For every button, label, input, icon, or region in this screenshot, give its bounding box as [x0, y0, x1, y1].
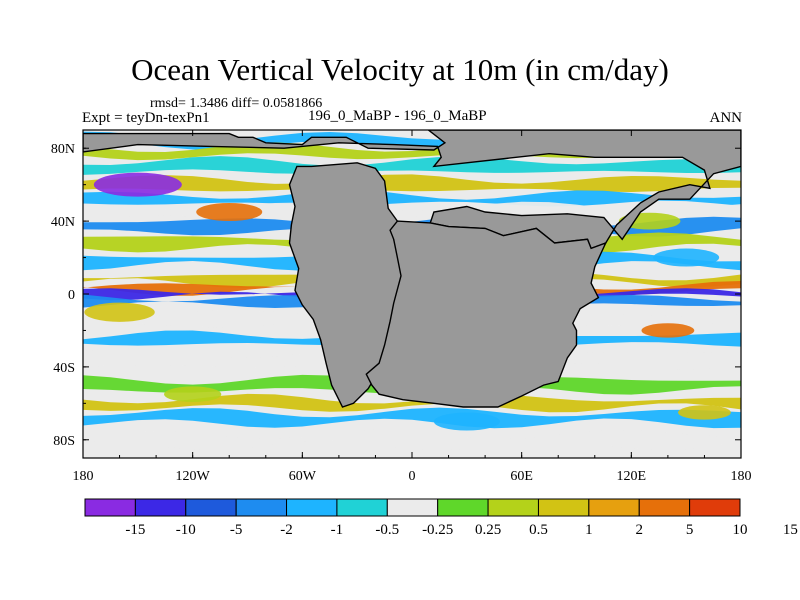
- x-tick-label: 180: [73, 469, 94, 484]
- colorbar-swatch: [588, 498, 640, 517]
- colorbar-swatch: [235, 498, 288, 517]
- case-label: 196_0_MaBP - 196_0_MaBP: [308, 108, 487, 124]
- field-blob: [433, 412, 500, 431]
- field-band: [83, 407, 741, 429]
- colorbar-swatch: [537, 498, 590, 517]
- colorbar-label: -5: [230, 522, 243, 538]
- field-layer: [83, 130, 741, 458]
- field-band: [83, 429, 741, 451]
- field-blob: [196, 203, 263, 221]
- field-blob: [653, 248, 720, 267]
- colorbar-label: -15: [125, 522, 145, 538]
- field-blob: [93, 172, 182, 197]
- season-label: ANN: [709, 110, 743, 126]
- x-tick-label: 60E: [510, 469, 533, 484]
- colorbar-label: 15: [783, 522, 798, 538]
- colorbar-swatch: [638, 498, 691, 517]
- field-blob: [164, 386, 222, 403]
- colorbar-swatch: [185, 498, 237, 517]
- chart-title: Ocean Vertical Velocity at 10m (in cm/da…: [131, 52, 669, 87]
- field-band: [83, 189, 741, 207]
- field-blob: [641, 323, 695, 338]
- colorbar-label: 2: [635, 522, 643, 538]
- colorbar-label: -10: [176, 522, 196, 538]
- colorbar-label: -2: [280, 522, 293, 538]
- x-tick-label: 60W: [289, 469, 317, 484]
- x-tick-label: 180: [731, 469, 752, 484]
- colorbar-swatch: [84, 498, 136, 517]
- y-tick-label: 80S: [53, 434, 75, 449]
- colorbar-label: 1: [585, 522, 593, 538]
- colorbar-label: -0.5: [375, 522, 399, 538]
- colorbar-label: 5: [686, 522, 694, 538]
- experiment-label: Expt = teyDn-texPn1: [82, 110, 210, 126]
- colorbar-label: -0.25: [422, 522, 453, 538]
- colorbar-swatch: [386, 498, 439, 517]
- field-band: [83, 174, 741, 192]
- colorbar-label: 0.5: [529, 522, 548, 538]
- y-tick-label: 40N: [51, 215, 75, 230]
- colorbar-label: 10: [733, 522, 748, 538]
- colorbar-label: 0.25: [475, 522, 501, 538]
- stats-label: rmsd= 1.3486 diff= 0.0581866: [150, 96, 323, 111]
- x-tick-label: 120E: [617, 469, 647, 484]
- field-blob: [678, 405, 731, 420]
- colorbar-swatch: [336, 498, 388, 517]
- y-tick-label: 40S: [53, 361, 75, 376]
- y-tick-label: 80N: [51, 142, 75, 157]
- southern-block: [365, 220, 608, 408]
- eastern-continent: [83, 130, 741, 250]
- colorbar-swatch: [134, 498, 187, 517]
- colorbar-swatch: [689, 498, 741, 517]
- x-tick-label: 120W: [176, 469, 211, 484]
- colorbar-swatch: [286, 498, 338, 517]
- colorbar-swatch: [437, 498, 489, 517]
- field-band: [83, 393, 741, 413]
- colorbar-swatch: [487, 498, 539, 517]
- field-blob: [84, 302, 155, 322]
- colorbar-label: -1: [331, 522, 344, 538]
- x-tick-label: 0: [409, 469, 416, 484]
- y-tick-label: 0: [68, 288, 75, 303]
- field-band: [83, 156, 741, 175]
